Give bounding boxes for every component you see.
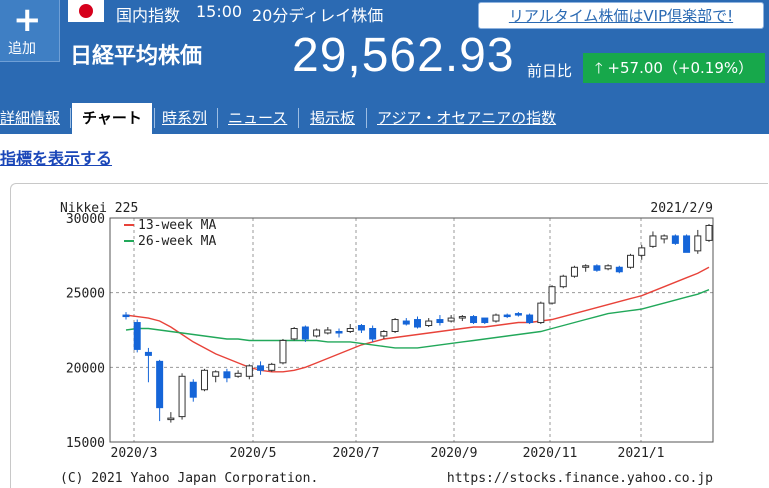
candle-up (290, 327, 298, 341)
candle-up (660, 234, 668, 244)
candle-down (514, 312, 522, 317)
vip-link[interactable]: リアルタイム株価はVIP倶楽部で! (478, 2, 764, 29)
tab-board[interactable]: 掲示板 (310, 109, 356, 127)
candle-down (470, 315, 478, 325)
up-arrow-icon: 🡑 (594, 59, 603, 77)
candle-up (559, 274, 567, 289)
x-tick-label: 2020/11 (523, 446, 578, 461)
candle-up (268, 362, 276, 372)
change-value: +57.00（+0.19%） (607, 59, 754, 77)
candle-up (548, 285, 556, 305)
candle-down (671, 234, 679, 245)
x-tick-label: 2020/9 (431, 446, 478, 461)
source-url: https://stocks.finance.yahoo.co.jp (447, 471, 713, 486)
candle-up (279, 338, 287, 365)
candle-down (335, 328, 343, 338)
candle-up (694, 229, 702, 254)
tab-news[interactable]: ニュース (228, 109, 288, 127)
candle-down (122, 312, 130, 320)
candle-down (144, 347, 152, 383)
category-label: 国内指数 (116, 6, 181, 25)
candle-up (391, 318, 399, 333)
candle-down (683, 234, 691, 253)
candle-up (627, 253, 635, 269)
candle-down (615, 265, 623, 274)
candle-down (156, 359, 164, 422)
candle-up (178, 373, 186, 420)
chart-date: 2021/2/9 (650, 201, 713, 216)
copyright: (C) 2021 Yahoo Japan Corporation. (60, 471, 318, 486)
candle-down (301, 325, 309, 342)
ma13-line (125, 266, 710, 373)
candle-up (705, 223, 713, 242)
candle-down (526, 313, 534, 325)
change-badge: 🡑 +57.00（+0.19%） (583, 53, 765, 83)
japan-flag-icon (68, 0, 104, 22)
candle-up (537, 301, 545, 325)
candle-up (582, 264, 590, 272)
index-name: 日経平均株価 (70, 44, 203, 69)
candle-down (369, 325, 377, 342)
plot-frame (109, 217, 714, 443)
candle-up (570, 265, 578, 278)
tab-chart[interactable]: チャート (72, 103, 152, 134)
candle-up (380, 330, 388, 339)
plus-icon: + (13, 0, 42, 40)
add-button[interactable]: + 追加 (0, 0, 60, 62)
add-label: 追加 (8, 41, 36, 57)
y-tick-label: 30000 (66, 212, 105, 227)
prev-day-label: 前日比 (527, 62, 573, 80)
show-indicators-link[interactable]: 指標を表示する (0, 149, 113, 168)
candle-up (638, 244, 646, 260)
candle-up (458, 315, 466, 322)
candle-down (402, 318, 410, 326)
x-tick-label: 2020/7 (333, 446, 380, 461)
candle-up (245, 364, 253, 380)
candle-down (481, 317, 489, 325)
y-tick-label: 15000 (66, 436, 105, 451)
tab-timeseries[interactable]: 時系列 (162, 109, 208, 127)
candle-down (436, 315, 444, 326)
candle-down (414, 316, 421, 329)
x-tick-label: 2021/1 (618, 446, 665, 461)
candle-up (649, 231, 657, 248)
delay-label: 20分ディレイ株価 (252, 6, 384, 25)
candle-up (200, 368, 208, 392)
candle-down (133, 319, 141, 353)
y-tick-label: 25000 (66, 287, 105, 302)
candle-down (593, 264, 601, 272)
candle-up (447, 315, 455, 323)
time-label: 15:00 (196, 2, 243, 21)
candle-up (313, 328, 321, 338)
x-tick-label: 2020/3 (111, 446, 158, 461)
candle-up (492, 313, 500, 323)
candle-up (425, 318, 433, 328)
candle-up (324, 327, 332, 335)
x-tick-label: 2020/5 (230, 446, 277, 461)
candle-up (234, 370, 242, 378)
quote-header: + 追加 国内指数 15:00 20分ディレイ株価 日経平均株価 リアルタイム株… (0, 0, 769, 100)
ma26-line (125, 289, 710, 349)
candle-down (223, 368, 231, 383)
tab-bar: 詳細情報 チャート 時系列 ニュース 掲示板 アジア・オセアニアの指数 (0, 100, 769, 134)
tab-details[interactable]: 詳細情報 (0, 109, 61, 127)
y-tick-label: 20000 (66, 361, 105, 376)
current-price: 29,562.93 (292, 29, 515, 82)
candle-up (604, 264, 612, 271)
tab-asia-oceania[interactable]: アジア・オセアニアの指数 (377, 109, 557, 127)
candle-up (167, 412, 175, 423)
candle-down (503, 313, 511, 319)
chart-panel (10, 183, 768, 488)
candle-down (189, 379, 197, 402)
candle-up (346, 324, 354, 333)
legend-label: 13-week MA (138, 218, 216, 233)
legend-label: 26-week MA (138, 234, 216, 249)
candle-down (357, 324, 365, 333)
candle-down (257, 361, 265, 375)
candle-up (212, 370, 220, 383)
chart-index-name: Nikkei 225 (60, 201, 138, 216)
